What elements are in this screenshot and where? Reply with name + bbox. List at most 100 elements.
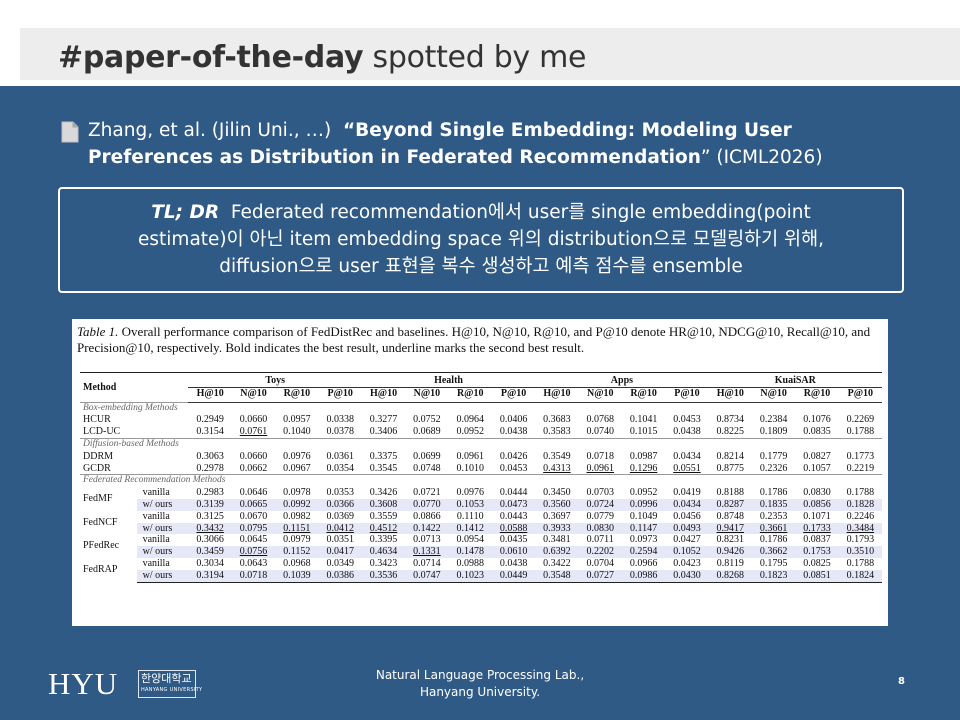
table-row: LCD-UC 0.3154 0.0761 0.1040 0.0378 0.3406 0.06… bbox=[80, 426, 882, 438]
variant-label: w/ ours bbox=[136, 522, 189, 535]
metric-value: 0.0473 bbox=[491, 498, 536, 511]
metric-value: 0.0856 bbox=[795, 498, 839, 511]
metric-value: 0.8734 bbox=[716, 414, 745, 426]
section-label: Federated Recommendation Methods bbox=[80, 474, 882, 488]
metric-value: 0.3375 bbox=[369, 450, 398, 462]
metric-value: 0.0438 bbox=[499, 426, 528, 438]
metric-value: 0.1793 bbox=[846, 534, 875, 546]
metric-value: 0.0837 bbox=[803, 534, 831, 546]
dataset-header: KuaiSAR bbox=[708, 373, 882, 388]
metric-header: R@10 bbox=[795, 387, 839, 403]
paper-venue: (ICML2026) bbox=[710, 147, 823, 168]
metric-value: 0.1788 bbox=[846, 426, 875, 438]
metric-value: 0.2269 bbox=[846, 414, 875, 426]
metric-value: 0.0610 bbox=[491, 546, 536, 558]
metric-value: 0.0551 bbox=[673, 462, 701, 474]
metric-value: 0.0992 bbox=[275, 498, 319, 511]
metric-value: 0.3450 bbox=[543, 487, 571, 499]
metric-value: 0.0366 bbox=[318, 498, 362, 511]
metric-value: 0.0961 bbox=[586, 462, 615, 474]
table-row: FedMF vanilla 0.2983 0.0646 0.0978 0.0353 0.34… bbox=[80, 487, 882, 504]
metric-value: 0.3406 bbox=[369, 426, 398, 438]
metric-value: 0.1151 bbox=[275, 522, 319, 535]
metric-value: 0.3661 bbox=[751, 522, 796, 535]
metric-value: 0.1076 bbox=[803, 414, 831, 426]
metric-value: 0.1110 bbox=[456, 510, 484, 522]
metric-value: 0.0369 bbox=[326, 510, 354, 522]
metric-header: H@10 bbox=[708, 387, 752, 403]
metric-value: 0.0412 bbox=[318, 522, 362, 535]
metric-value: 0.3395 bbox=[369, 534, 398, 546]
metric-value: 0.0449 bbox=[491, 569, 536, 583]
section-label: Box-embedding Methods bbox=[80, 401, 882, 415]
metric-value: 0.2353 bbox=[759, 510, 788, 522]
metric-value: 0.0761 bbox=[239, 426, 268, 438]
variant-label: vanilla bbox=[142, 510, 170, 522]
slide-title: #paper-of-the-day spotted by me bbox=[58, 40, 587, 75]
metric-value: 0.0748 bbox=[413, 462, 441, 474]
metric-value: 0.3549 bbox=[543, 450, 571, 462]
method-name: DDRM bbox=[83, 450, 114, 462]
metric-header: P@10 bbox=[838, 387, 882, 403]
metric-value: 0.3548 bbox=[535, 569, 579, 583]
table-row: PFedRec vanilla 0.3066 0.0645 0.0979 0.0351 0.… bbox=[80, 534, 882, 551]
metric-value: 0.1795 bbox=[759, 557, 788, 569]
paper-title-part2: Preferences as Distribution in Federated… bbox=[88, 147, 701, 168]
metric-value: 0.2949 bbox=[196, 414, 224, 426]
metric-value: 0.3034 bbox=[196, 557, 224, 569]
metric-value: 0.0423 bbox=[673, 557, 701, 569]
metric-value: 0.0740 bbox=[586, 426, 615, 438]
metric-value: 0.0954 bbox=[456, 534, 484, 546]
metric-value: 0.4512 bbox=[361, 522, 406, 535]
metric-value: 0.8231 bbox=[716, 534, 745, 546]
metric-value: 0.0703 bbox=[586, 487, 615, 499]
metric-value: 0.0670 bbox=[239, 510, 268, 522]
metric-value: 0.0438 bbox=[673, 426, 701, 438]
metric-value: 0.0713 bbox=[413, 534, 441, 546]
metric-value: 0.2219 bbox=[846, 462, 875, 474]
metric-value: 0.0967 bbox=[283, 462, 311, 474]
metric-value: 0.0444 bbox=[499, 487, 528, 499]
metric-value: 0.4634 bbox=[361, 546, 406, 558]
logo-hyu: HYU bbox=[48, 666, 119, 701]
metric-value: 0.0830 bbox=[578, 522, 622, 535]
metric-value: 0.0349 bbox=[326, 557, 354, 569]
metric-value: 0.8287 bbox=[708, 498, 752, 511]
metric-value: 0.1773 bbox=[846, 450, 875, 462]
metric-value: 0.0987 bbox=[629, 450, 658, 462]
metric-value: 0.0434 bbox=[673, 450, 701, 462]
metric-value: 0.2246 bbox=[846, 510, 875, 522]
metric-header: R@10 bbox=[275, 387, 319, 403]
metric-value: 0.0456 bbox=[673, 510, 701, 522]
metric-value: 0.0770 bbox=[405, 498, 449, 511]
metric-value: 0.0699 bbox=[413, 450, 441, 462]
metric-value: 0.1786 bbox=[759, 487, 788, 499]
variant-label: vanilla bbox=[142, 557, 170, 569]
metric-value: 0.3536 bbox=[361, 569, 406, 583]
tldr-text-1: Federated recommendation에서 user를 single … bbox=[230, 202, 811, 223]
open-quote: “ bbox=[342, 120, 356, 141]
lab-line-2: Hanyang University. bbox=[419, 685, 541, 699]
tldr-lead: TL; DR bbox=[151, 202, 220, 223]
metric-value: 0.0966 bbox=[629, 557, 658, 569]
metric-value: 0.1753 bbox=[795, 546, 839, 558]
metric-value: 0.1057 bbox=[803, 462, 831, 474]
metric-value: 0.0835 bbox=[803, 426, 831, 438]
metric-value: 0.0752 bbox=[413, 414, 441, 426]
table-row: HCUR 0.2949 0.0660 0.0957 0.0338 0.3277 0.0752… bbox=[80, 414, 882, 426]
table-row-ours: w/ ours 0.3139 0.0665 0.0992 0.0366 0.3608 0.0… bbox=[80, 498, 882, 511]
metric-value: 0.0830 bbox=[803, 487, 831, 499]
metric-value: 0.0978 bbox=[283, 487, 311, 499]
table-row: FedRAP vanilla 0.3034 0.0643 0.0968 0.0349 0.3… bbox=[80, 557, 882, 575]
metric-header: P@10 bbox=[491, 387, 536, 403]
section-header-row: Diffusion-based Methods bbox=[80, 437, 882, 451]
metric-value: 0.3697 bbox=[543, 510, 571, 522]
tldr-line-2: estimate)이 아닌 item embedding space 위의 di… bbox=[138, 229, 824, 250]
metric-value: 0.0643 bbox=[239, 557, 268, 569]
paper-title-part1: Beyond Single Embedding: Modeling User bbox=[355, 120, 792, 141]
metric-value: 0.1824 bbox=[838, 569, 882, 583]
metric-value: 0.0689 bbox=[413, 426, 441, 438]
metric-value: 0.0453 bbox=[673, 414, 701, 426]
metric-value: 0.1809 bbox=[759, 426, 788, 438]
metric-value: 0.1331 bbox=[405, 546, 449, 558]
